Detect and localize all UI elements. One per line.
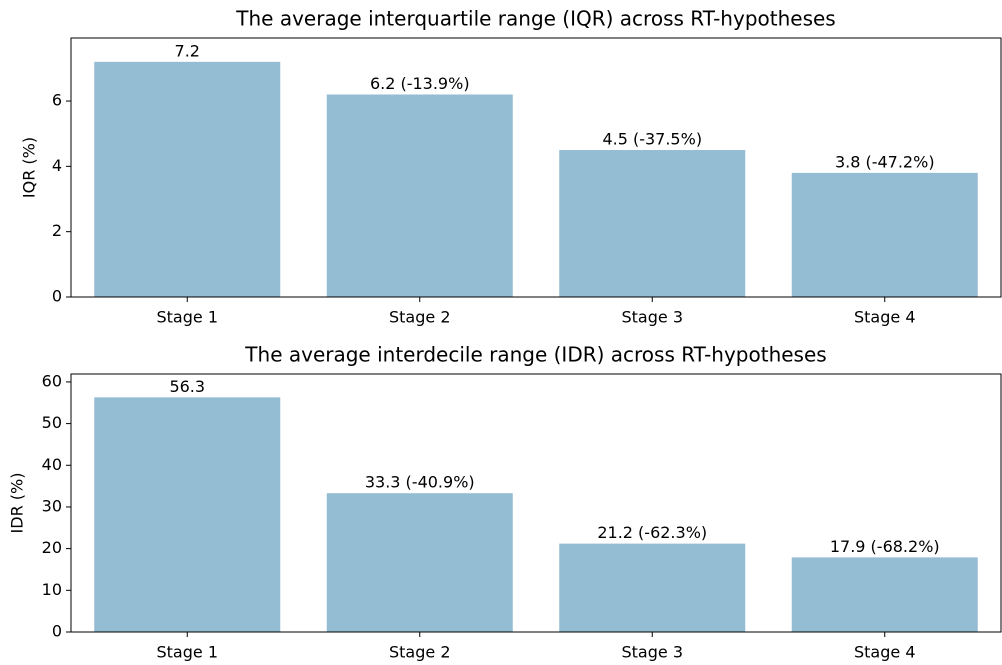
- value-label: 7.2: [175, 41, 200, 60]
- bar: [559, 150, 746, 297]
- y-tick-label: 2: [52, 221, 62, 240]
- value-label: 17.9 (-68.2%): [830, 537, 940, 556]
- y-axis-label: IDR (%): [8, 473, 27, 534]
- bar: [791, 557, 978, 632]
- y-tick-label: 0: [52, 287, 62, 306]
- value-label: 6.2 (-13.9%): [370, 74, 470, 93]
- x-tick-label: Stage 2: [389, 643, 451, 662]
- x-tick-label: Stage 4: [854, 308, 916, 327]
- bar: [94, 61, 281, 297]
- y-tick-label: 20: [42, 538, 62, 557]
- x-tick-label: Stage 3: [622, 643, 684, 662]
- y-axis-label: IQR (%): [20, 137, 39, 198]
- bar: [791, 172, 978, 297]
- bar: [94, 397, 281, 632]
- bar: [559, 543, 746, 632]
- y-tick-label: 40: [42, 455, 62, 474]
- bar: [326, 94, 513, 298]
- x-tick-label: Stage 4: [854, 643, 916, 662]
- x-tick-label: Stage 1: [157, 308, 219, 327]
- x-tick-label: Stage 1: [157, 643, 219, 662]
- value-label: 4.5 (-37.5%): [602, 130, 702, 149]
- bar: [326, 493, 513, 632]
- chart-title: The average interquartile range (IQR) ac…: [235, 7, 835, 31]
- y-tick-label: 50: [42, 413, 62, 432]
- axes-frame: [70, 373, 1002, 633]
- y-tick-label: 4: [52, 156, 62, 175]
- value-label: 56.3: [169, 377, 205, 396]
- axes-frame: [70, 37, 1002, 298]
- chart-title: The average interdecile range (IDR) acro…: [244, 343, 826, 367]
- value-label: 3.8 (-47.2%): [835, 152, 935, 171]
- value-label: 33.3 (-40.9%): [365, 473, 475, 492]
- value-label: 21.2 (-62.3%): [597, 523, 707, 542]
- y-tick-label: 30: [42, 496, 62, 515]
- y-tick-label: 6: [52, 91, 62, 110]
- x-tick-label: Stage 2: [389, 308, 451, 327]
- x-tick-label: Stage 3: [622, 308, 684, 327]
- y-tick-label: 60: [42, 371, 62, 390]
- y-tick-label: 10: [42, 580, 62, 599]
- y-tick-label: 0: [52, 622, 62, 641]
